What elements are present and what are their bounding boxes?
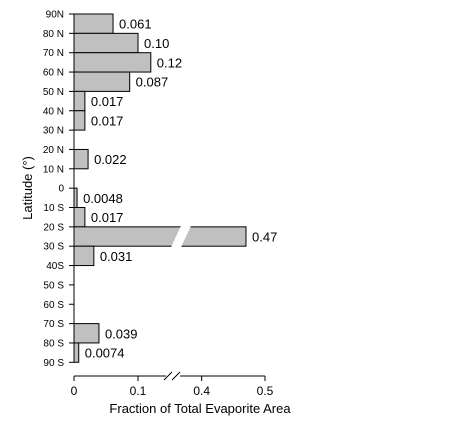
bar [73, 71, 131, 92]
y-tick-label: 0 [58, 184, 64, 195]
y-tick-label: 80 N [43, 29, 64, 40]
y-tick-label: 80 S [43, 338, 64, 349]
x-tick-label: 0.1 [130, 384, 147, 398]
bars: 0.061 0.10 0.12 0.087 0.017 0.017 0.022 0.0048 0… [73, 13, 277, 363]
bar [73, 148, 89, 170]
y-tick-label: 30 N [43, 126, 64, 137]
data-label: 0.017 [91, 94, 124, 109]
y-tick-label: 40 N [43, 106, 64, 117]
y-tick-label: 90N [46, 10, 64, 21]
bar [73, 207, 86, 228]
y-tick-label: 10 N [43, 164, 64, 175]
bar [73, 110, 86, 131]
bar [73, 323, 100, 344]
bar [73, 32, 139, 54]
data-label: 0.017 [91, 210, 124, 225]
bar [73, 90, 86, 112]
x-axis-label: Fraction of Total Evaporite Area [109, 401, 291, 416]
bar-break-gap [171, 225, 191, 248]
y-tick-label: 60 N [43, 68, 64, 79]
data-label: 0.031 [100, 249, 133, 264]
x-axis: 0 0.1 0.4 0.5 [71, 371, 274, 398]
y-axis-label: Latitude (°) [20, 156, 35, 220]
data-label: 0.12 [157, 55, 182, 70]
y-axis: 90N 80 N 70 N 60 N 50 N 40 N 30 N 20 N 10 N 0 10 S… [43, 10, 75, 369]
y-tick-label: 40S [46, 261, 64, 272]
y-tick-label: 70 S [43, 319, 64, 330]
x-axis-break-mark [171, 371, 181, 381]
data-label: 0.47 [252, 230, 277, 245]
bar [73, 13, 114, 34]
y-tick-label: 20 S [43, 222, 64, 233]
data-label: 0.017 [91, 113, 124, 128]
bar [73, 52, 152, 73]
data-label: 0.087 [136, 75, 169, 90]
data-label: 0.0048 [83, 191, 123, 206]
y-tick-label: 20 N [43, 145, 64, 156]
y-tick-label: 70 N [43, 48, 64, 59]
y-tick-label: 10 S [43, 203, 64, 214]
x-axis-break-mark [163, 371, 173, 381]
data-label: 0.022 [94, 152, 127, 167]
y-tick-label: 30 S [43, 242, 64, 253]
bar [73, 245, 95, 267]
y-tick-label: 50 N [43, 87, 64, 98]
bar [73, 342, 80, 363]
data-label: 0.0074 [85, 346, 125, 361]
y-tick-label: 90 S [43, 358, 64, 369]
data-label: 0.10 [144, 36, 169, 51]
y-tick-label: 50 S [43, 280, 64, 291]
x-tick-label: 0.4 [193, 384, 210, 398]
data-label: 0.039 [105, 326, 138, 341]
x-tick-label: 0 [71, 384, 78, 398]
bar [73, 226, 247, 247]
data-label: 0.061 [119, 17, 152, 32]
x-tick-label: 0.5 [257, 384, 274, 398]
y-tick-label: 60 S [43, 300, 64, 311]
